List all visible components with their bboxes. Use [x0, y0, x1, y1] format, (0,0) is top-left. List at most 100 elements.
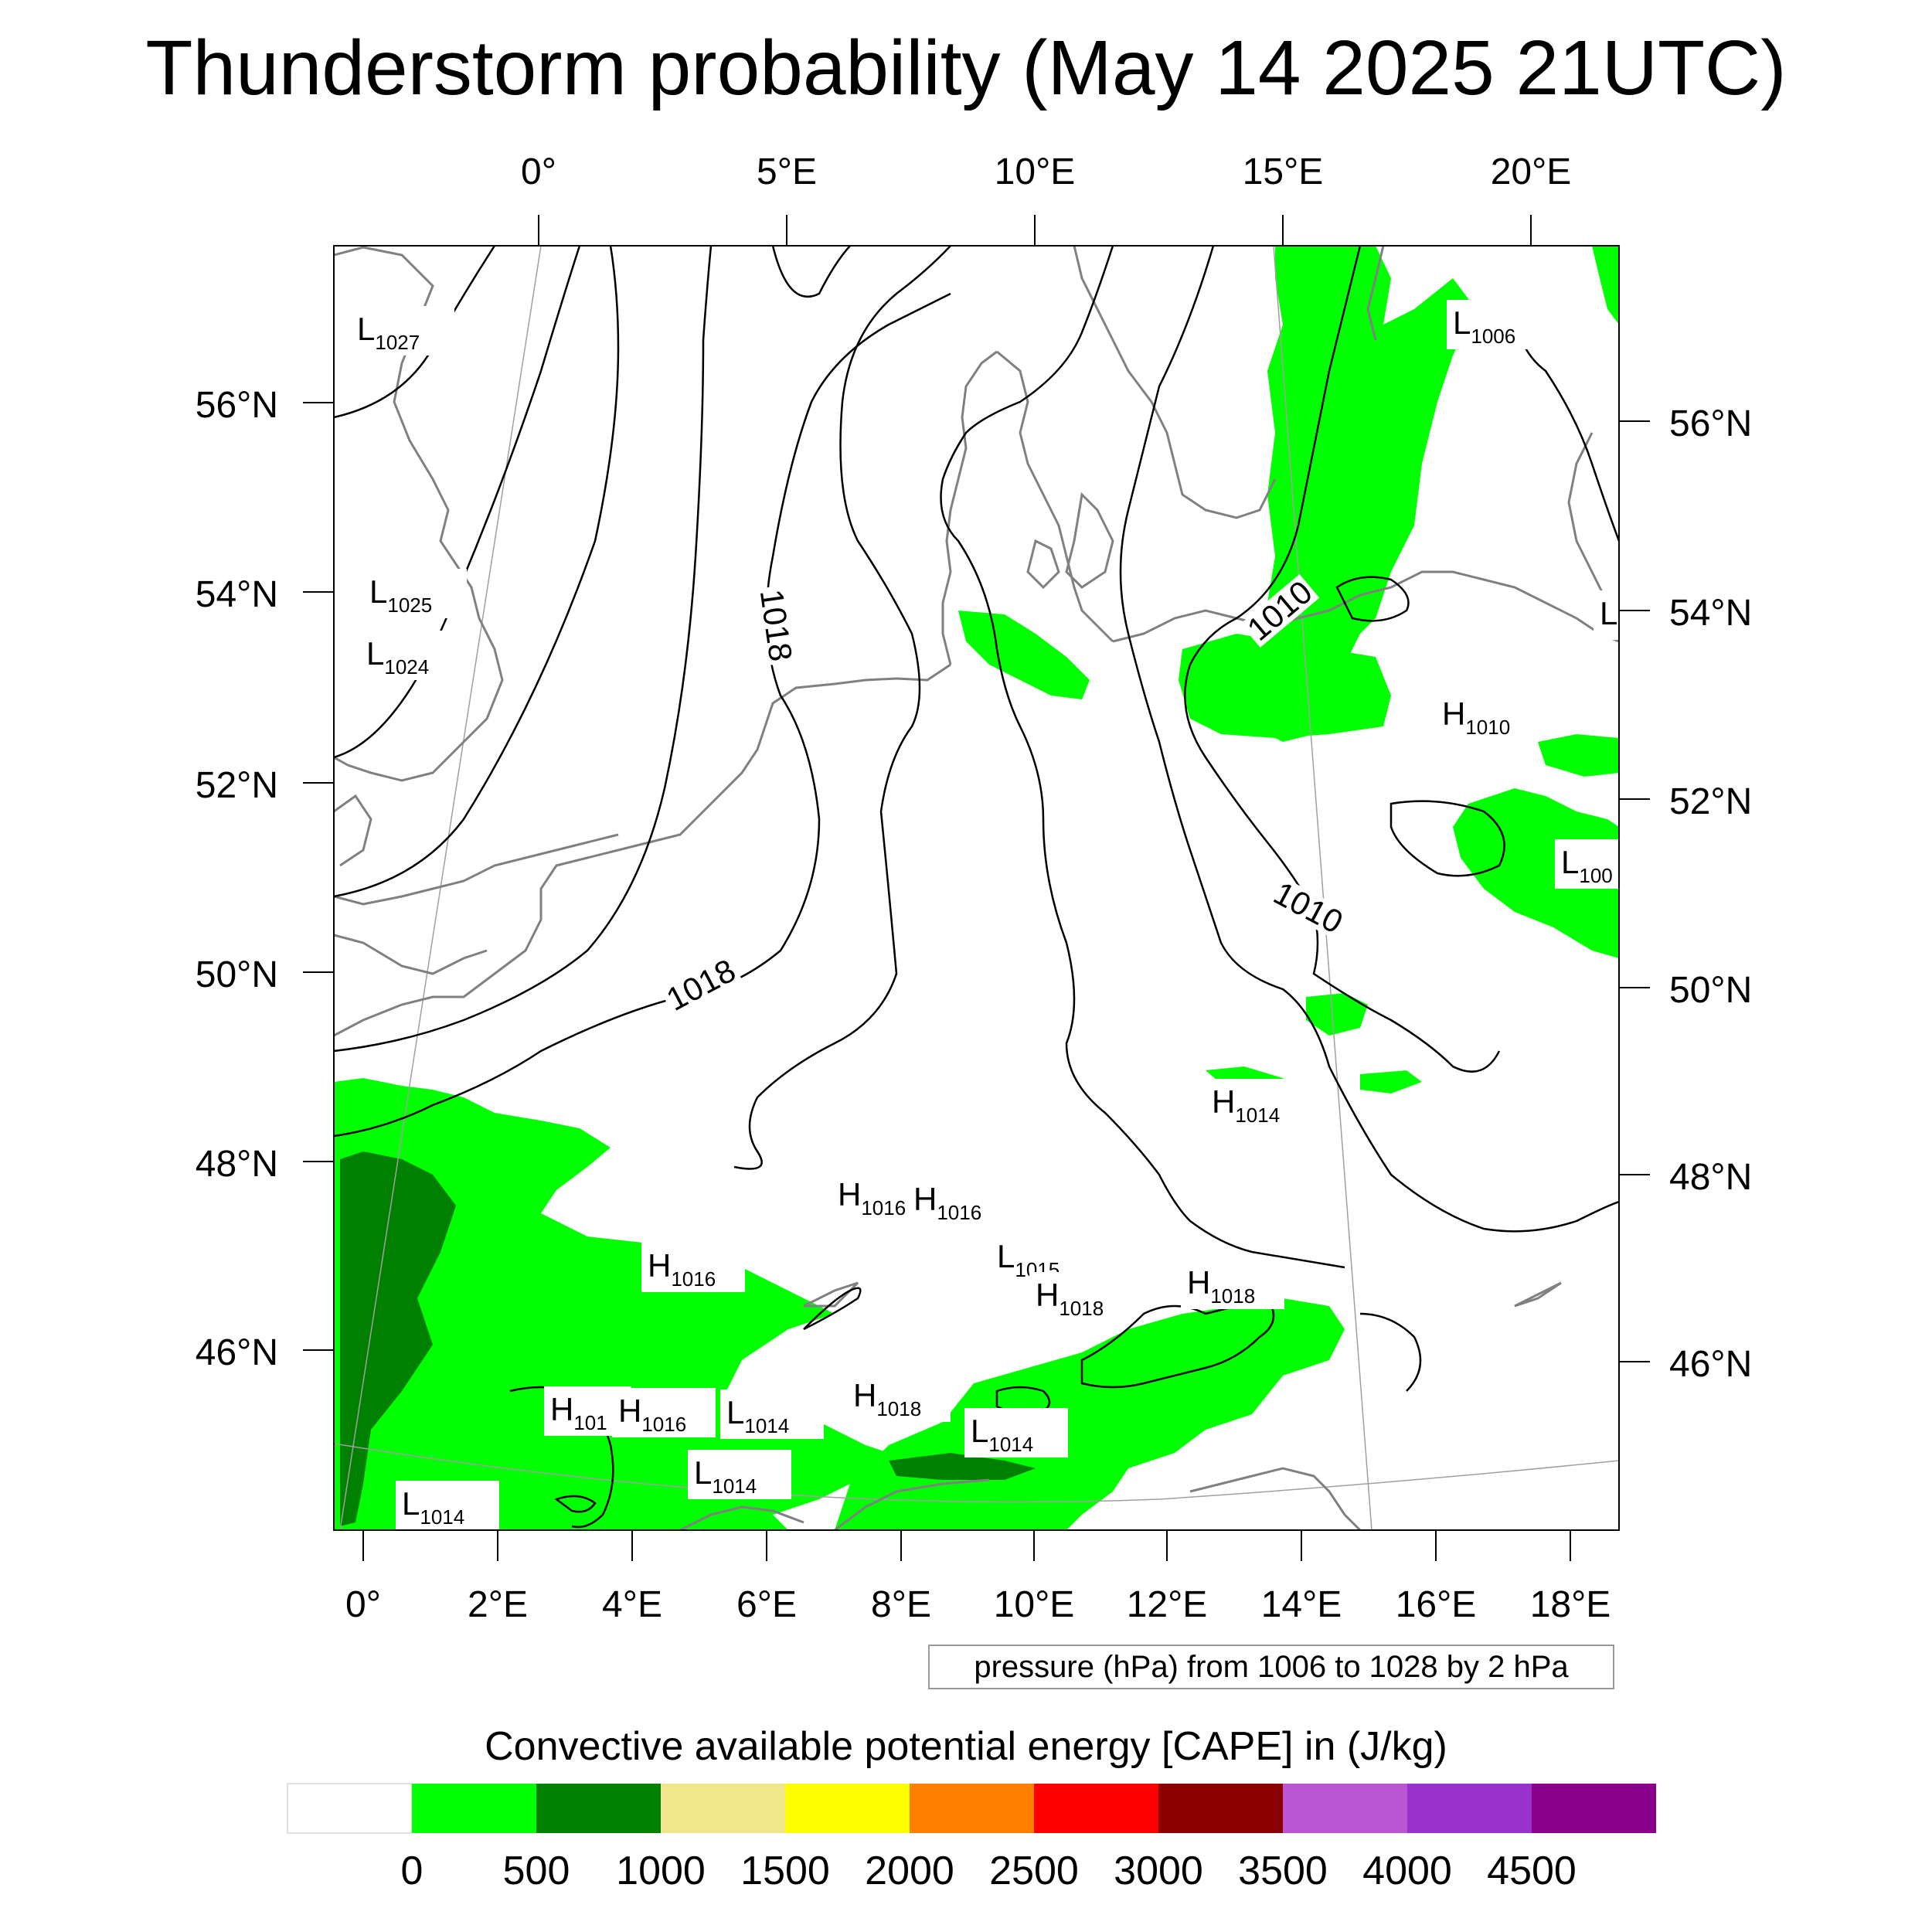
pressure-center-background — [720, 1389, 824, 1439]
top-axis — [538, 215, 1532, 246]
pressure-center-low: L100 — [1555, 839, 1619, 889]
pressure-center-high: H1016 — [612, 1388, 716, 1437]
bottom-lon-label: 12°E — [1127, 1584, 1208, 1625]
pressure-center-background — [1594, 590, 1619, 640]
cape-area-northeast — [1592, 246, 1619, 325]
cape-area-denmark — [958, 611, 1090, 699]
isobar-alps-1 — [803, 1287, 862, 1331]
isobar-1016 — [771, 246, 851, 298]
colorbar-swatch — [910, 1784, 1034, 1833]
bottom-lon-label: 4°E — [602, 1584, 662, 1625]
right-lat-label: 52°N — [1669, 781, 1752, 822]
isobar-1018 — [334, 292, 951, 1138]
coast-england-south — [334, 833, 619, 906]
bottom-axis-labels: 0° 2°E 4°E 6°E 8°E 10°E 12°E 14°E 16°E 1… — [345, 1584, 1611, 1625]
pressure-center-background — [907, 1176, 1011, 1226]
left-lat-label: 56°N — [196, 385, 278, 426]
right-lat-label: 56°N — [1669, 403, 1752, 444]
coast-adriatic — [1189, 1467, 1362, 1530]
left-lat-label: 46°N — [196, 1332, 278, 1373]
right-lat-label: 48°N — [1669, 1157, 1752, 1198]
pressure-center-background — [1555, 839, 1619, 889]
pressure-center-low: L1014 — [688, 1450, 791, 1499]
pressure-center-background — [351, 306, 454, 355]
isobar-ring-2 — [1389, 800, 1505, 877]
pressure-note: pressure (hPa) from 1006 to 1028 by 2 hP… — [928, 1645, 1614, 1689]
isobar-1010 — [1119, 246, 1619, 1233]
bottom-lon-label: 8°E — [871, 1584, 931, 1625]
bottom-lon-label: 2°E — [468, 1584, 528, 1625]
colorbar-tick-label: 1000 — [616, 1849, 706, 1893]
colorbar-swatch — [287, 1783, 413, 1834]
right-lat-label: 46°N — [1669, 1344, 1752, 1385]
pressure-center-label: L — [1600, 595, 1617, 631]
pressure-center-low: L1025 — [363, 569, 467, 618]
colorbar-tick-label: 500 — [503, 1849, 570, 1893]
colorbar-swatch — [1532, 1784, 1656, 1833]
colorbar-tick-label: 1500 — [740, 1849, 830, 1893]
coast-wales — [334, 794, 372, 867]
isobar-sw-2 — [554, 1495, 597, 1513]
colorbar-tick-label: 2500 — [989, 1849, 1079, 1893]
bottom-lon-label: 6°E — [736, 1584, 797, 1625]
colorbar-swatch — [1407, 1784, 1532, 1833]
colorbar-swatch — [412, 1784, 536, 1833]
colorbar-tick-label: 2000 — [865, 1849, 954, 1893]
cape-area-czech — [1306, 993, 1368, 1036]
coast-zealand — [1065, 492, 1114, 589]
pressure-center-low: L — [1594, 590, 1619, 640]
right-axis — [1619, 420, 1650, 1362]
cape-area-east-2 — [1538, 734, 1619, 777]
pressure-center-low: L1014 — [964, 1408, 1068, 1458]
cape-colorbar: 0 500 1000 1500 2000 2500 3000 3500 4000 4500 — [287, 1783, 1656, 1893]
isobar-4 — [334, 246, 713, 1053]
colorbar-tick-label: 3500 — [1238, 1849, 1328, 1893]
coast-italy-ligurian — [834, 1478, 990, 1530]
isobar-alps-2 — [1080, 1297, 1275, 1389]
pressure-center-high: H1016 — [907, 1176, 1011, 1226]
coast-france-north — [334, 818, 697, 1037]
bottom-lon-label: 10°E — [994, 1584, 1075, 1625]
cape-shading — [334, 246, 1619, 1530]
coast-france-mediterranean — [679, 1505, 804, 1530]
pressure-center-background — [688, 1450, 791, 1499]
pressure-center-background — [363, 569, 467, 618]
bottom-axis — [362, 1530, 1571, 1561]
left-axis-labels: 56°N 54°N 52°N 50°N 48°N 46°N — [196, 385, 278, 1373]
left-lat-label: 48°N — [196, 1144, 278, 1185]
colorbar-swatch — [785, 1784, 910, 1833]
cape-area-hungary — [1360, 1070, 1422, 1094]
top-lon-label: 10°E — [995, 151, 1076, 192]
left-lat-label: 50°N — [196, 954, 278, 995]
coast-benelux — [694, 663, 951, 821]
isobar-ring-1 — [1335, 576, 1410, 622]
meridian-15 — [1273, 246, 1372, 1530]
pressure-center-background — [1181, 1260, 1284, 1309]
pressure-center-background — [360, 631, 464, 680]
coast-lake-geneva — [803, 1281, 859, 1308]
isobar-2 — [334, 246, 581, 759]
map-frame — [333, 245, 1620, 1531]
colorbar-title: Convective available potential energy [C… — [485, 1724, 1447, 1769]
isobar-3 — [334, 246, 620, 898]
pressure-center-low: L1027 — [351, 306, 454, 355]
colorbar-tick-label: 4500 — [1487, 1849, 1577, 1893]
right-axis-labels: 56°N 54°N 52°N 50°N 48°N 46°N — [1669, 403, 1752, 1385]
cape-area-poland — [1179, 634, 1391, 738]
cape-area-dark-2 — [889, 1453, 1036, 1480]
coast-germany-baltic — [1112, 570, 1619, 643]
map-layers: 1018 1018 1010 1010 L1027L1025L1024L1006… — [334, 246, 1619, 1530]
pressure-center-high: H1018 — [1029, 1272, 1133, 1321]
page-title: Thunderstorm probability (May 14 2025 21… — [145, 25, 1787, 111]
top-lon-label: 5°E — [757, 151, 817, 192]
isobar-1010-b — [1184, 246, 1501, 1073]
pressure-center-label: H1016 — [618, 1393, 686, 1436]
isobars — [334, 246, 1619, 1529]
colorbar-swatch — [536, 1784, 661, 1833]
colorbar-tick-label: 0 — [401, 1849, 423, 1893]
pressure-center-background — [964, 1408, 1068, 1458]
bottom-lon-label: 16°E — [1396, 1584, 1477, 1625]
left-lat-label: 54°N — [196, 574, 278, 615]
pressure-center-background — [396, 1481, 499, 1530]
